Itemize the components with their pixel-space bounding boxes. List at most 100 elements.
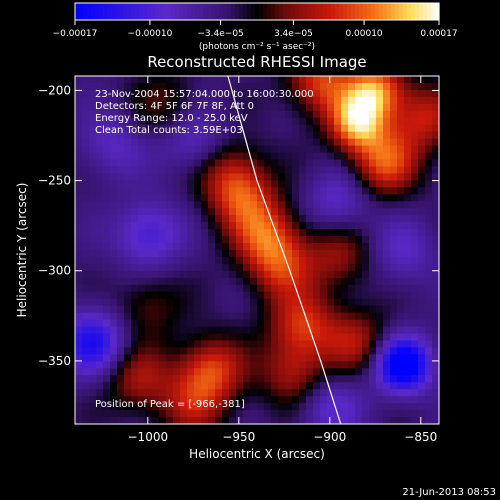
heatmap-pixel [404, 131, 412, 140]
heatmap-pixel [362, 131, 370, 140]
heatmap-pixel [299, 145, 307, 154]
heatmap-pixel [243, 96, 251, 105]
heatmap-pixel [292, 305, 300, 314]
heatmap-pixel [222, 354, 230, 362]
heatmap-pixel [194, 110, 202, 119]
heatmap-pixel [117, 103, 125, 112]
heatmap-pixel [75, 243, 83, 251]
heatmap-pixel [208, 382, 216, 390]
heatmap-pixel [383, 124, 391, 133]
heatmap-pixel [383, 250, 391, 258]
heatmap-pixel [208, 312, 216, 321]
heatmap-pixel [250, 138, 258, 147]
heatmap-pixel [194, 375, 202, 383]
heatmap-pixel [243, 326, 251, 335]
heatmap-pixel [257, 312, 265, 321]
heatmap-pixel [285, 403, 293, 411]
heatmap-pixel [222, 368, 230, 376]
heatmap-pixel [117, 375, 125, 383]
heatmap-pixel [82, 389, 90, 397]
heatmap-pixel [215, 333, 223, 341]
heatmap-pixel [75, 305, 83, 314]
heatmap-pixel [187, 166, 195, 174]
heatmap-pixel [187, 201, 195, 209]
heatmap-pixel [327, 284, 335, 293]
heatmap-pixel [173, 319, 181, 328]
heatmap-pixel [264, 277, 272, 286]
heatmap-pixel [362, 187, 370, 195]
heatmap-pixel [138, 194, 146, 202]
heatmap-pixel [208, 368, 216, 376]
heatmap-pixel [327, 145, 335, 154]
heatmap-pixel [166, 243, 174, 251]
heatmap-pixel [320, 76, 328, 84]
heatmap-pixel [327, 361, 335, 369]
heatmap-pixel [75, 76, 83, 84]
heatmap-pixel [376, 382, 384, 390]
heatmap-pixel [299, 410, 307, 418]
heatmap-pixel [257, 326, 265, 335]
heatmap-pixel [397, 89, 405, 98]
heatmap-pixel [390, 382, 398, 390]
heatmap-pixel [320, 89, 328, 98]
heatmap-pixel [96, 382, 104, 390]
heatmap-pixel [131, 187, 139, 195]
heatmap-pixel [173, 250, 181, 258]
heatmap-pixel [383, 187, 391, 195]
heatmap-pixel [299, 347, 307, 355]
heatmap-pixel [292, 410, 300, 418]
heatmap-pixel [327, 159, 335, 167]
heatmap-pixel [82, 347, 90, 355]
heatmap-pixel [152, 263, 160, 272]
heatmap-pixel [103, 270, 111, 279]
heatmap-pixel [138, 131, 146, 140]
heatmap-pixel [334, 277, 342, 286]
heatmap-pixel [313, 305, 321, 314]
heatmap-pixel [313, 389, 321, 397]
heatmap-pixel [124, 229, 132, 237]
heatmap-pixel [110, 333, 118, 341]
heatmap-pixel [432, 305, 440, 314]
heatmap-pixel [96, 270, 104, 279]
heatmap-pixel [376, 250, 384, 258]
heatmap-pixel [418, 263, 426, 272]
heatmap-pixel [411, 410, 419, 418]
heatmap-pixel [334, 152, 342, 161]
heatmap-pixel [215, 103, 223, 112]
heatmap-pixel [159, 368, 167, 376]
heatmap-pixel [362, 298, 370, 307]
heatmap-pixel [285, 138, 293, 147]
heatmap-pixel [159, 124, 167, 133]
heatmap-pixel [110, 96, 118, 105]
heatmap-pixel [250, 208, 258, 216]
heatmap-pixel [397, 201, 405, 209]
heatmap-pixel [243, 354, 251, 362]
heatmap-pixel [313, 256, 321, 265]
heatmap-pixel [110, 145, 118, 154]
heatmap-pixel [75, 131, 83, 140]
heatmap-pixel [397, 110, 405, 119]
heatmap-pixel [236, 89, 244, 98]
heatmap-pixel [96, 375, 104, 383]
heatmap-pixel [313, 326, 321, 335]
heatmap-pixel [306, 396, 314, 404]
heatmap-pixel [299, 103, 307, 112]
heatmap-pixel [89, 417, 97, 425]
heatmap-pixel [194, 312, 202, 321]
heatmap-pixel [229, 110, 237, 119]
heatmap-pixel [257, 277, 265, 286]
heatmap-pixel [215, 361, 223, 369]
heatmap-pixel [243, 152, 251, 161]
heatmap-pixel [369, 263, 377, 272]
heatmap-pixel [236, 236, 244, 244]
heatmap-pixel [96, 291, 104, 300]
heatmap-pixel [369, 368, 377, 376]
heatmap-pixel [215, 347, 223, 355]
heatmap-pixel [89, 159, 97, 167]
heatmap-pixel [418, 403, 426, 411]
colorbar-unit-label: (photons cm⁻² s⁻¹ asec⁻²) [199, 42, 315, 52]
heatmap-pixel [390, 166, 398, 174]
heatmap-pixel [187, 124, 195, 133]
heatmap-pixel [103, 277, 111, 286]
heatmap-pixel [124, 82, 132, 91]
